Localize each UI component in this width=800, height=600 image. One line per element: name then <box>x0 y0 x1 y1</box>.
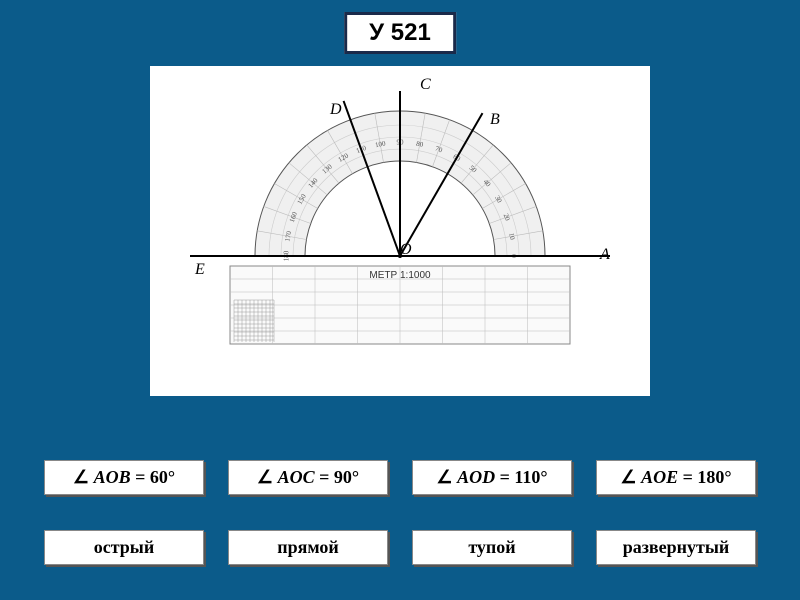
title-box: У 521 <box>344 12 456 54</box>
angle-name: AOD <box>457 467 495 487</box>
type-label: острый <box>94 537 155 557</box>
angle-btn-AOB[interactable]: ∠ AOB = 60° <box>44 460 204 495</box>
point-label-C: C <box>420 76 431 94</box>
type-btn-straight[interactable]: развернутый <box>596 530 756 565</box>
angle-value: = 180° <box>683 467 732 487</box>
point-label-A: A <box>600 246 610 264</box>
angle-name: AOB <box>94 467 131 487</box>
type-label: прямой <box>277 537 339 557</box>
type-buttons-row: острый прямой тупой развернутый <box>0 530 800 565</box>
point-label-D: D <box>330 101 342 119</box>
point-label-B: B <box>490 111 500 129</box>
angle-value: = 60° <box>135 467 175 487</box>
type-label: тупой <box>468 537 515 557</box>
type-btn-right[interactable]: прямой <box>228 530 388 565</box>
angle-symbol: ∠ <box>257 467 273 487</box>
title-text: У 521 <box>369 19 431 46</box>
angle-btn-AOD[interactable]: ∠ AOD = 110° <box>412 460 572 495</box>
svg-text:МЕТР 1:1000: МЕТР 1:1000 <box>369 270 431 281</box>
angle-symbol: ∠ <box>73 467 89 487</box>
angle-value: = 90° <box>319 467 359 487</box>
angle-value: = 110° <box>500 467 548 487</box>
diagram-panel: 0102030405060708090100110120130140150160… <box>150 66 650 396</box>
angle-name: AOE <box>641 467 678 487</box>
point-label-E: E <box>195 261 205 279</box>
protractor-diagram: 0102030405060708090100110120130140150160… <box>150 66 650 396</box>
point-label-O: O <box>400 241 412 259</box>
type-btn-acute[interactable]: острый <box>44 530 204 565</box>
angle-name: AOC <box>278 467 315 487</box>
angle-btn-AOE[interactable]: ∠ AOE = 180° <box>596 460 756 495</box>
type-btn-obtuse[interactable]: тупой <box>412 530 572 565</box>
angle-buttons-row: ∠ AOB = 60° ∠ AOC = 90° ∠ AOD = 110° ∠ A… <box>0 460 800 495</box>
type-label: развернутый <box>623 537 730 557</box>
angle-btn-AOC[interactable]: ∠ AOC = 90° <box>228 460 388 495</box>
angle-symbol: ∠ <box>436 467 452 487</box>
angle-symbol: ∠ <box>620 467 636 487</box>
